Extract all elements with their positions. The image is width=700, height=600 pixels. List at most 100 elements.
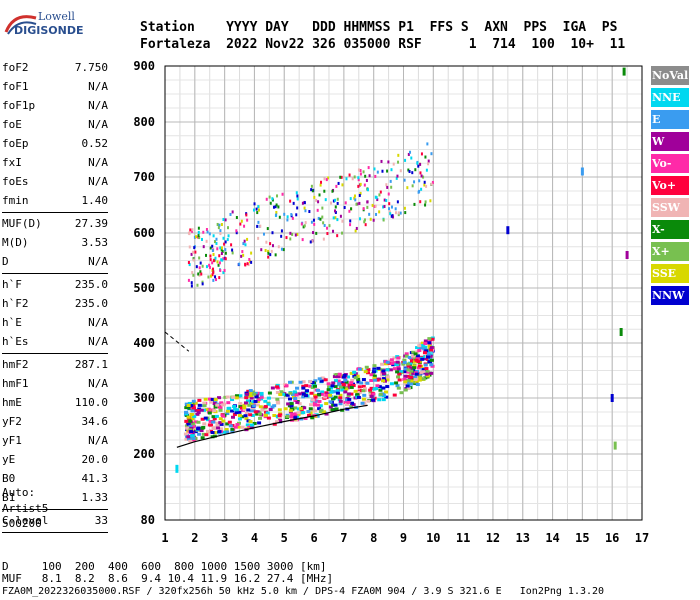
echo-point <box>321 410 326 414</box>
echo-point <box>385 360 390 364</box>
echo-point <box>426 142 429 146</box>
echo-point <box>338 385 343 389</box>
echo-point <box>189 416 194 420</box>
echo-point <box>359 182 362 186</box>
echo-point <box>255 207 258 211</box>
echo-point <box>362 393 367 397</box>
echo-point <box>428 353 433 357</box>
echo-point <box>303 224 306 228</box>
param-name: M(D) <box>2 236 29 249</box>
param-row: hmF1 N/A <box>2 375 108 394</box>
echo-point <box>418 346 423 350</box>
echo-point <box>390 185 393 189</box>
echo-point <box>187 278 190 282</box>
y-tick-label: 600 <box>133 226 155 240</box>
echo-point <box>342 373 347 377</box>
echo-point <box>379 190 382 194</box>
echo-point <box>218 261 221 265</box>
polarization-legend: NoVal NNE E W Vo- Vo+ SSW X- X+ SSE NNW <box>651 66 689 308</box>
echo-point <box>223 242 226 246</box>
echo-point <box>224 240 227 244</box>
echo-point <box>218 406 223 410</box>
echo-point <box>396 367 401 371</box>
param-value: 235.0 <box>74 278 108 291</box>
echo-point <box>372 370 377 374</box>
echo-point <box>196 420 201 424</box>
echo-point <box>357 176 360 180</box>
echo-point <box>376 198 379 202</box>
echo-point <box>224 257 227 261</box>
echo-point <box>338 396 343 400</box>
echo-point <box>227 226 230 230</box>
chart-grid <box>164 65 643 521</box>
legend-item-vominus: Vo- <box>651 154 689 173</box>
echo-point <box>380 362 385 366</box>
echo-point <box>204 433 209 437</box>
echo-point <box>328 400 333 404</box>
echo-point <box>404 352 409 356</box>
echo-point <box>410 156 413 160</box>
echo-point <box>206 230 209 234</box>
echo-point <box>403 374 408 378</box>
echo-point <box>399 169 402 173</box>
echo-point <box>225 412 230 416</box>
echo-point <box>240 406 245 410</box>
echo-point <box>219 232 222 236</box>
echo-point <box>404 158 407 162</box>
echo-point <box>372 376 377 380</box>
echo-point <box>368 212 371 216</box>
echo-point <box>214 275 217 279</box>
echo-point <box>215 237 218 241</box>
echo-point <box>413 377 418 381</box>
echo-point <box>316 388 321 392</box>
digisonde-logo: Lowell DIGISONDE <box>4 10 83 44</box>
echo-point <box>369 394 374 398</box>
parameter-table: foF2 7.750 foF1 N/A foF1p N/A foE N/A foEp 0.52 fx… <box>2 59 108 535</box>
echo-point <box>266 227 269 231</box>
echo-point <box>191 437 196 441</box>
echo-point <box>361 384 366 388</box>
echo-point <box>419 171 422 175</box>
echo-point <box>256 211 259 215</box>
echo-point <box>296 206 299 210</box>
echo-point <box>313 393 318 397</box>
param-name: h`F2 <box>2 297 29 310</box>
echo-point <box>377 398 382 402</box>
echo-point <box>349 223 352 227</box>
param-row: yF1 N/A <box>2 432 108 451</box>
echo-point <box>369 386 374 390</box>
echo-point <box>304 394 309 398</box>
echo-point <box>212 252 215 256</box>
x-tick-label: 4 <box>251 531 258 545</box>
echo-point <box>214 414 219 418</box>
footer-muf: MUF 8.1 8.2 8.6 9.4 10.4 11.9 16.2 27.4 … <box>2 572 334 585</box>
echo-point <box>301 395 306 399</box>
echo-point <box>285 414 290 418</box>
echo-point <box>197 272 200 276</box>
echo-point <box>215 403 220 407</box>
x-tick-label: 9 <box>400 531 407 545</box>
echo-point <box>190 284 193 288</box>
param-row: foF2 7.750 <box>2 59 108 78</box>
echo-point <box>397 372 402 376</box>
echo-point <box>258 416 263 420</box>
echo-point <box>342 381 347 385</box>
echo-point <box>272 404 277 408</box>
echo-point <box>402 370 407 374</box>
echo-point <box>404 211 407 215</box>
echo-point <box>313 379 318 383</box>
echo-point <box>286 215 289 219</box>
echo-point <box>230 409 235 413</box>
echo-point <box>423 339 428 343</box>
echo-point <box>347 397 352 401</box>
echo-point <box>221 249 224 253</box>
param-row: B0 41.3 <box>2 470 108 489</box>
echo-point <box>394 207 397 211</box>
echo-point <box>265 240 268 244</box>
echo-point <box>427 162 430 166</box>
echo-point <box>341 183 344 187</box>
echo-point <box>277 408 282 412</box>
echo-point <box>389 382 394 386</box>
echo-point <box>417 364 422 368</box>
echo-point <box>356 377 361 381</box>
